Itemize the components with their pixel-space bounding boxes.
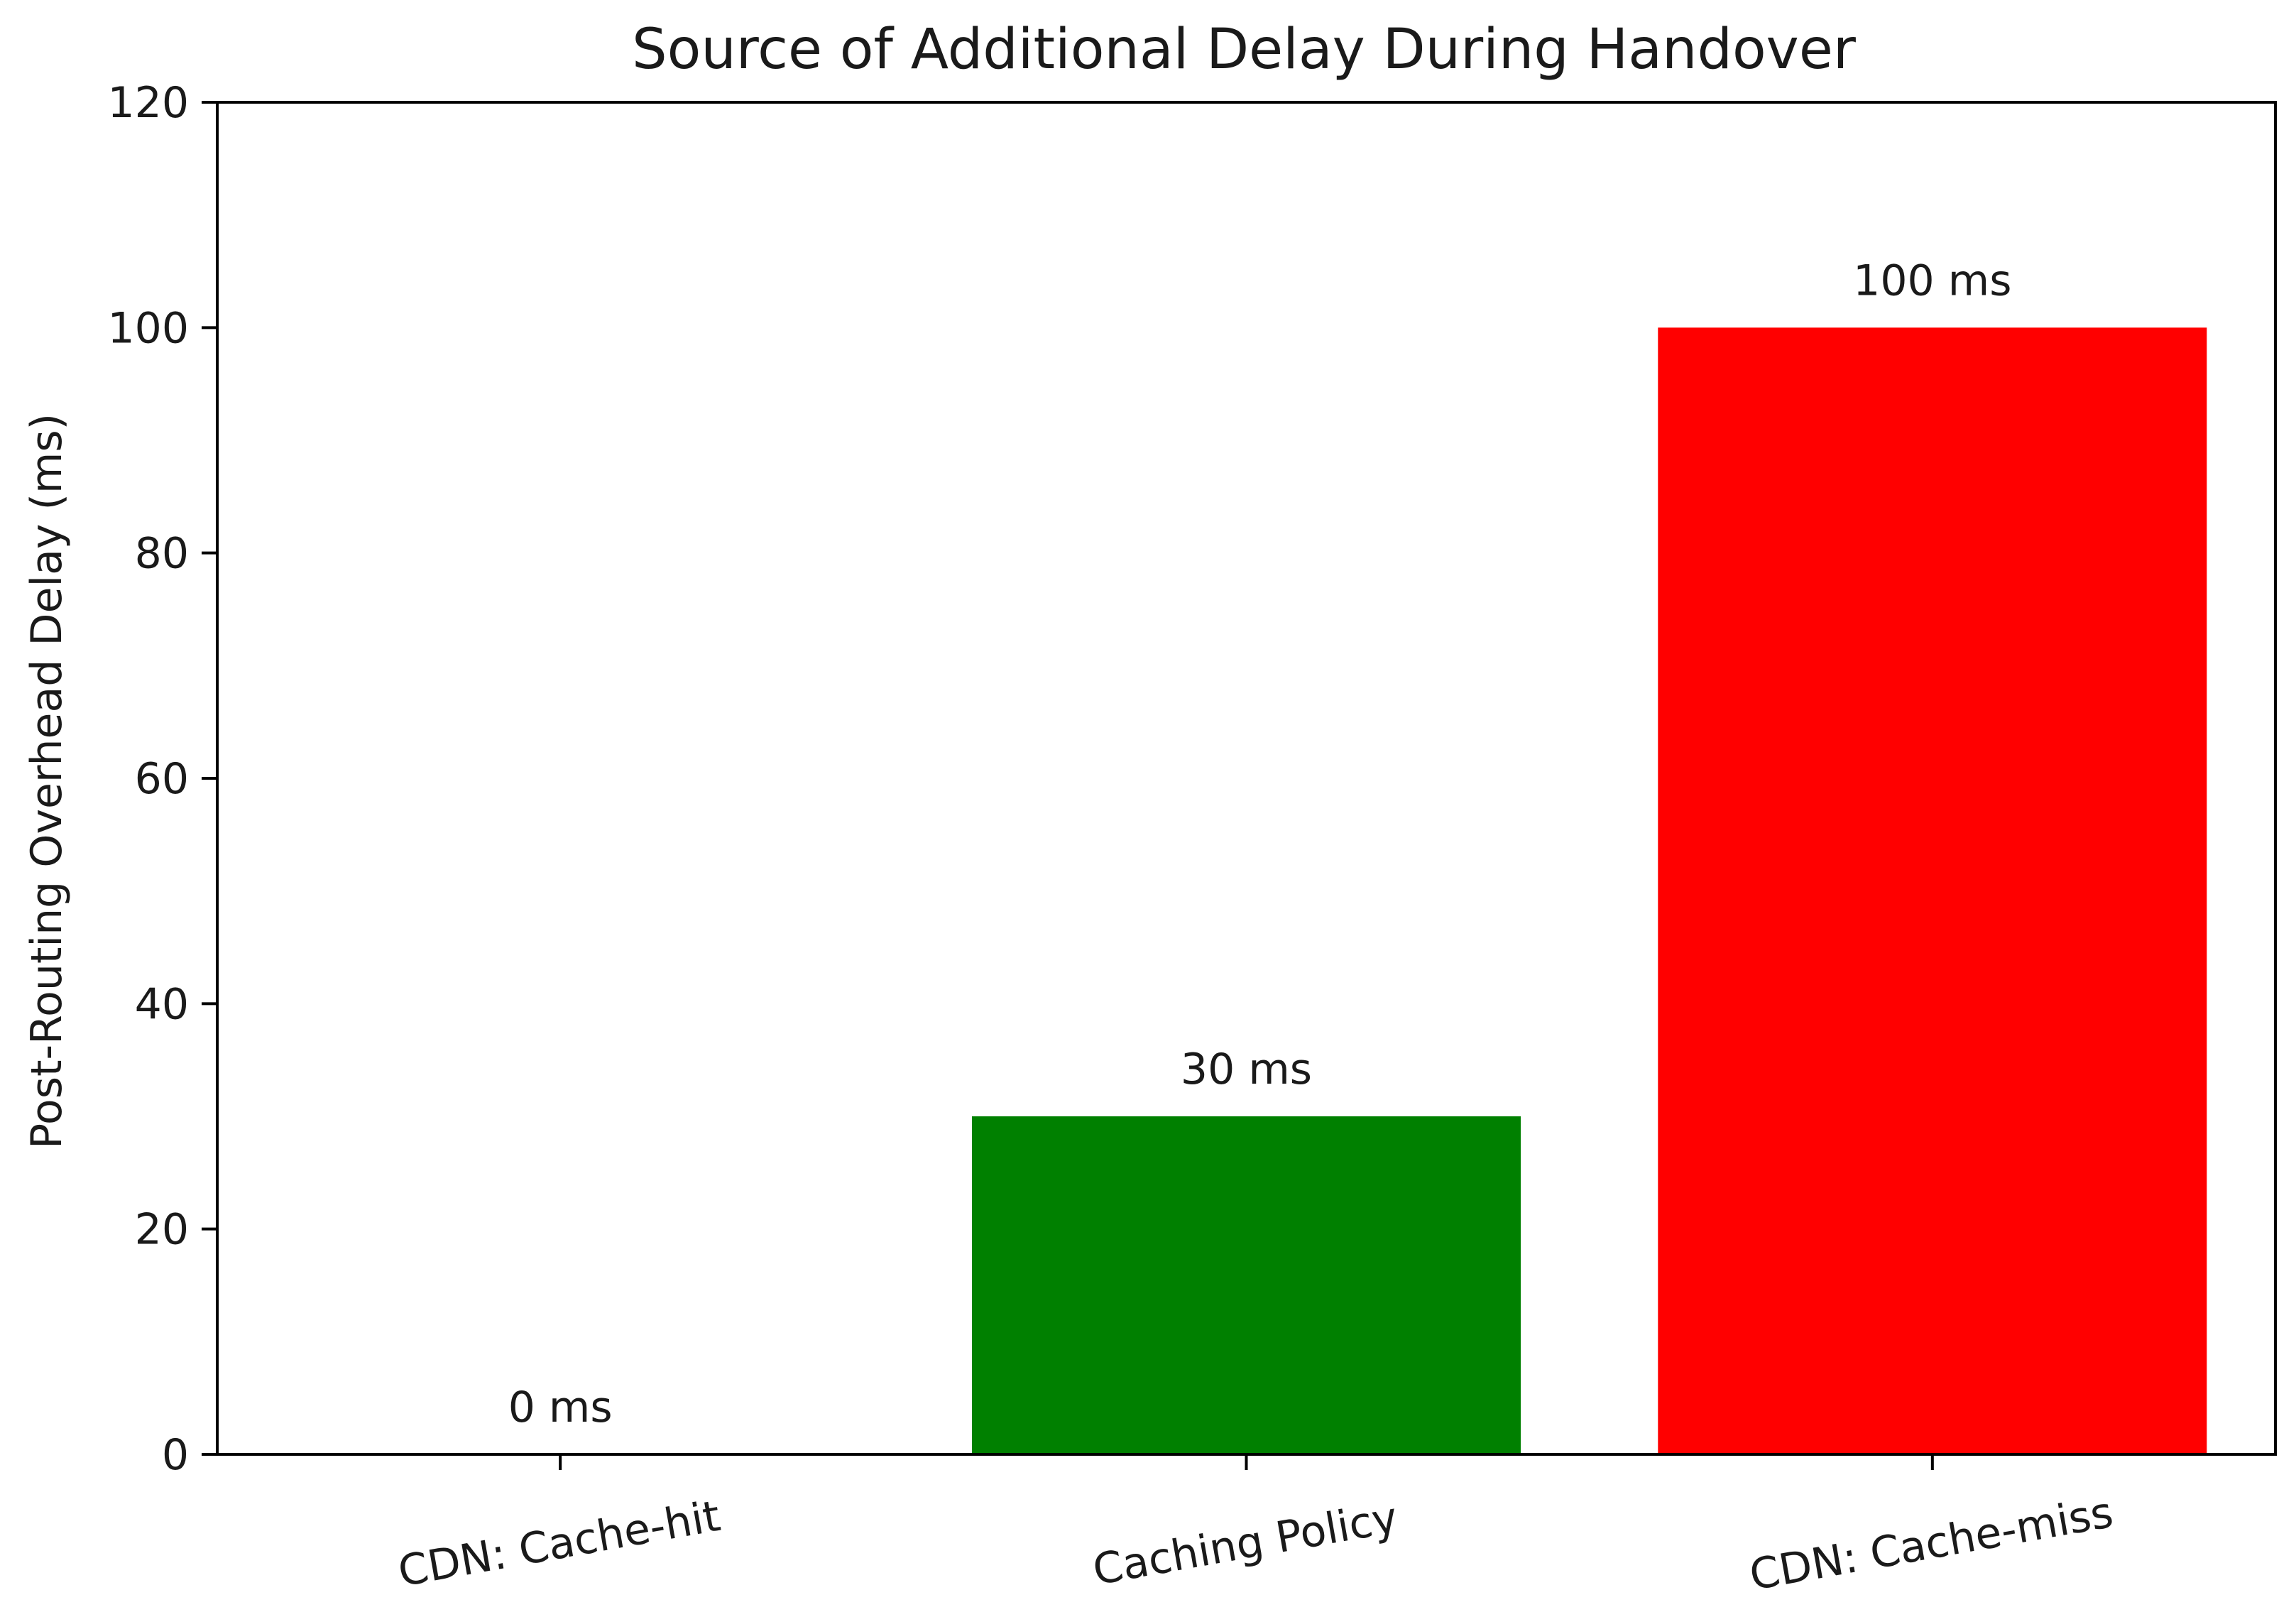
axes-frame <box>216 101 2277 1456</box>
data-label-2: 30 ms <box>1181 1045 1312 1094</box>
data-label-1: 0 ms <box>508 1383 613 1432</box>
bar-2 <box>971 1116 1521 1454</box>
y-tick-label-2: 20 <box>135 1205 189 1255</box>
y-tick-label-7: 120 <box>107 78 189 128</box>
bar-3 <box>1658 327 2207 1454</box>
data-label-3: 100 ms <box>1853 256 2011 305</box>
x-tick-label-3: CDN: Cache-miss <box>1746 1488 2116 1601</box>
y-tick-label-3: 40 <box>135 979 189 1029</box>
chart-title: Source of Additional Delay During Handov… <box>632 18 1857 82</box>
y-tick-label-1: 0 <box>162 1430 189 1480</box>
y-tick-label-6: 100 <box>107 303 189 353</box>
plot-area: 0 ms CDN: Cache-hit 30 ms Caching Policy 100… <box>107 78 2277 1601</box>
x-tick-label-2: Caching Policy <box>1089 1493 1401 1595</box>
y-tick-label-4: 60 <box>135 754 189 804</box>
x-tick-label-1: CDN: Cache-hit <box>395 1491 724 1597</box>
y-axis-label: Post-Routing Overhead Delay (ms) <box>22 413 72 1149</box>
y-tick-label-5: 80 <box>135 529 189 579</box>
